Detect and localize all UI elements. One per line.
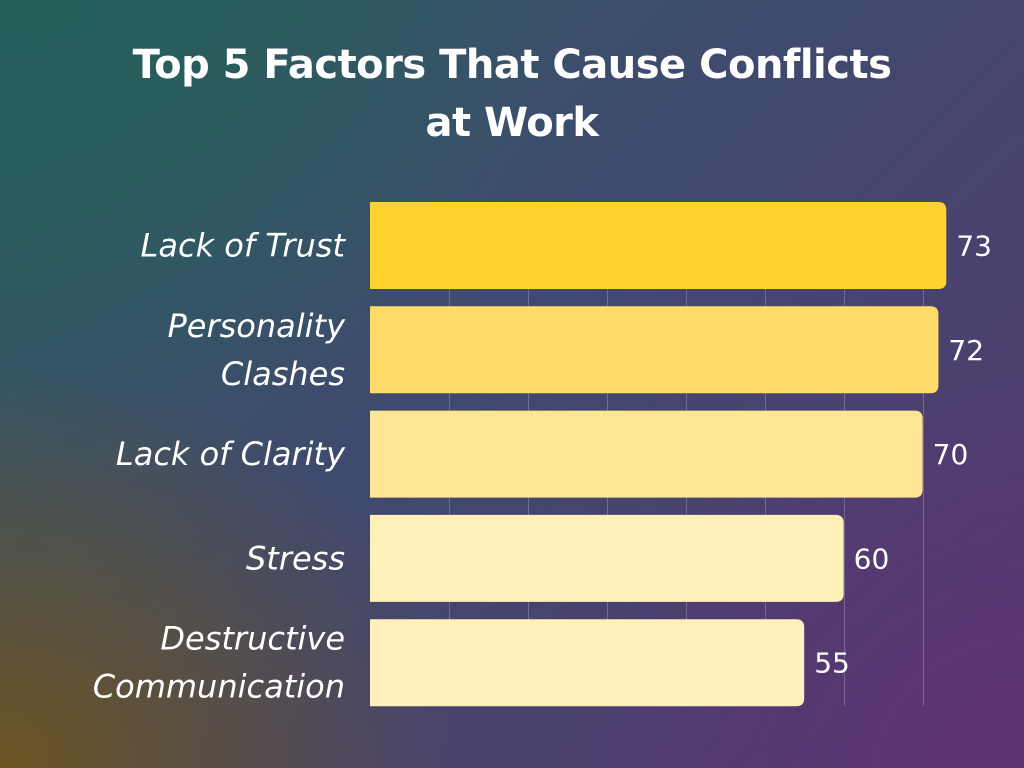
category-labels: Lack of Trust Personality Clashes Lack of C… (93, 227, 347, 706)
category-label: Communication (93, 668, 345, 706)
bars (370, 202, 947, 707)
category-label: Stress (246, 539, 345, 577)
value-label: 72 (948, 334, 984, 367)
bar (370, 410, 923, 498)
category-label: Lack of Trust (141, 227, 347, 265)
chart-title-line-1: Top 5 Factors That Cause Conflicts (132, 42, 892, 88)
bar (370, 202, 947, 289)
category-label: Personality (167, 307, 346, 345)
chart-title: Top 5 Factors That Cause Conflicts at Wo… (0, 36, 1024, 152)
category-label: Lack of Clarity (116, 435, 346, 473)
bar (370, 514, 844, 602)
bar (370, 619, 805, 707)
value-label: 70 (933, 438, 969, 471)
value-label: 60 (854, 542, 890, 575)
bar (370, 306, 939, 394)
value-label: 73 (956, 230, 992, 263)
chart-title-line-2: at Work (425, 100, 599, 146)
category-label: Destructive (160, 620, 345, 658)
value-label: 55 (814, 647, 850, 680)
value-labels: 73 72 70 60 55 (814, 230, 992, 680)
category-label: Clashes (221, 355, 345, 393)
